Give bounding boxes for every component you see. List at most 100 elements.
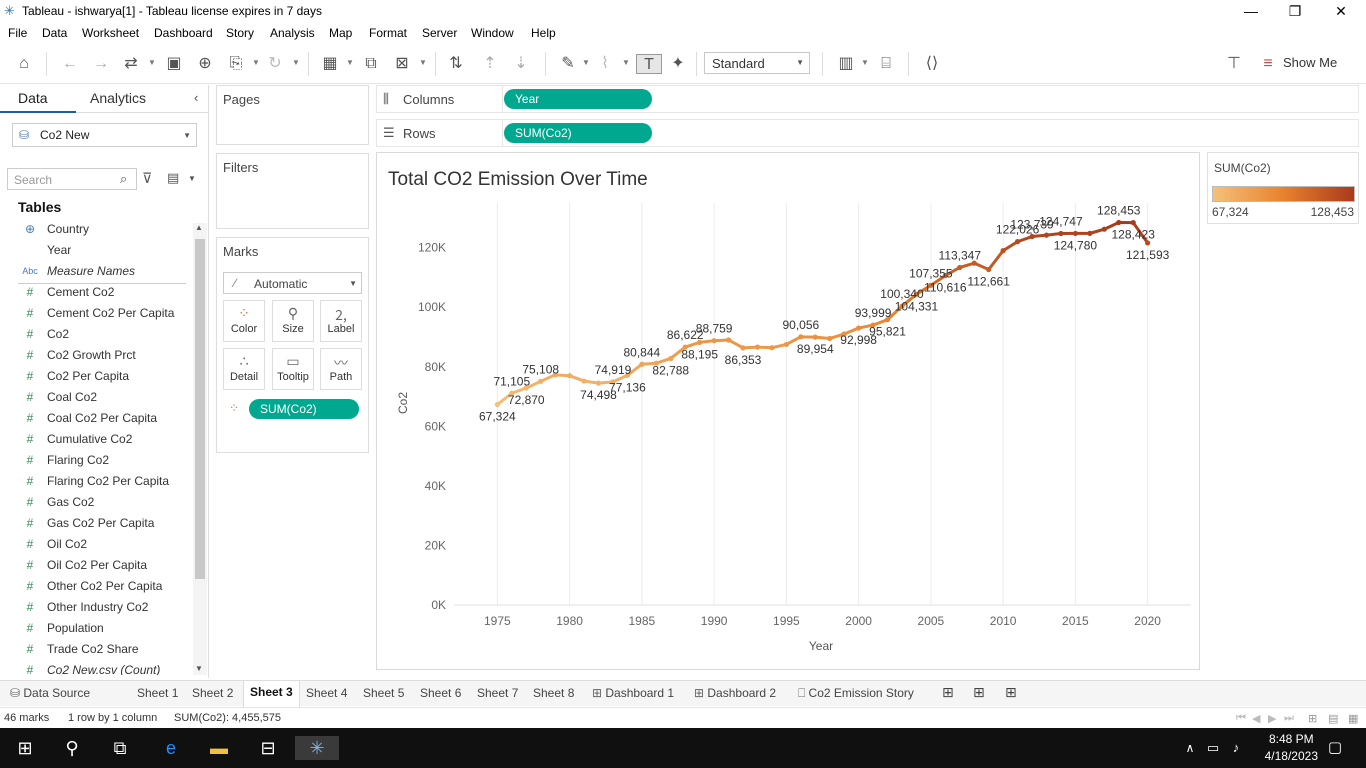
clear-sheet-icon[interactable]: ⊠ [395, 55, 409, 72]
grid-view-icon[interactable]: ⊞ [1308, 713, 1318, 725]
home-icon[interactable]: ⌂ [19, 55, 29, 72]
fix-axes-icon[interactable]: ✦ [671, 55, 685, 72]
view-options-icon[interactable]: ▤ [167, 170, 180, 185]
field-item[interactable]: # Gas Co2 Per Capita [0, 516, 190, 537]
datasource-selector[interactable]: ⛁ Co2 New ▼ [12, 123, 197, 147]
new-dashboard-icon[interactable]: ⊞ [973, 684, 985, 700]
filter-icon[interactable]: ⊽ [142, 170, 153, 186]
highlight-icon[interactable]: ✎ [561, 55, 575, 72]
field-item[interactable]: Year [0, 243, 190, 264]
field-search-input[interactable]: Search ⌕ [7, 168, 137, 190]
columns-pill-year[interactable]: Year [504, 89, 652, 109]
windows-start-icon[interactable]: ⊞ [17, 738, 33, 758]
mark-type-dropdown[interactable]: ∕ Automatic ▼ [223, 272, 362, 294]
show-me-icon[interactable]: ≡ [1263, 55, 1273, 72]
last-page-icon[interactable]: ⏭ [1284, 712, 1294, 724]
rows-shelf[interactable]: ☰ Rows SUM(Co2) [376, 119, 1359, 147]
menu-dashboard[interactable]: Dashboard [154, 26, 213, 40]
columns-shelf[interactable]: ⫼ Columns Year [376, 85, 1359, 113]
chevron-down-icon[interactable]: ▼ [346, 58, 354, 67]
search-icon[interactable]: ⚲ [65, 738, 79, 758]
sort-ascending-icon[interactable]: ⇡ [483, 55, 497, 72]
color-legend[interactable]: SUM(Co2) 67,324 128,453 [1207, 152, 1359, 224]
tableau-taskbar-icon[interactable]: ✳ [295, 736, 339, 760]
tab-dashboard-1[interactable]: ⊞ Dashboard 1 [592, 686, 675, 700]
field-item[interactable]: # Gas Co2 [0, 495, 190, 516]
volume-icon[interactable]: ♪ [1232, 740, 1240, 755]
tray-chevron-icon[interactable]: ∧ [1185, 741, 1195, 755]
menu-window[interactable]: Window [471, 26, 514, 40]
file-explorer-icon[interactable]: ▬ [210, 738, 228, 758]
undo-icon[interactable]: ← [62, 55, 78, 72]
tooltip-button[interactable]: ▭ Tooltip [272, 348, 314, 390]
share-icon[interactable]: ⟨⟩ [925, 55, 939, 72]
duplicate-sheet-icon[interactable]: ⧉ [365, 55, 377, 72]
collapse-pane-icon[interactable]: ‹ [194, 90, 199, 105]
menu-worksheet[interactable]: Worksheet [82, 26, 140, 40]
group-members-icon[interactable]: ⌇ [601, 55, 609, 72]
new-datasource-icon[interactable]: ⊕ [198, 55, 212, 72]
chevron-down-icon[interactable]: ▼ [148, 58, 156, 67]
field-item[interactable]: # Cement Co2 [0, 285, 190, 306]
field-item[interactable]: # Cumulative Co2 [0, 432, 190, 453]
field-item[interactable]: # Coal Co2 Per Capita [0, 411, 190, 432]
battery-icon[interactable]: ▭ [1206, 740, 1220, 755]
field-item[interactable]: # Trade Co2 Share [0, 642, 190, 663]
worksheet-view[interactable]: Total CO2 Emission Over Time 0K 20K 40K 60K… [376, 152, 1200, 670]
menu-format[interactable]: Format [369, 26, 408, 40]
menu-data[interactable]: Data [42, 26, 68, 40]
store-icon[interactable]: ⊟ [260, 738, 276, 758]
field-item[interactable]: # Coal Co2 [0, 390, 190, 411]
menu-server[interactable]: Server [422, 26, 458, 40]
field-item[interactable]: # Other Co2 Per Capita [0, 579, 190, 600]
field-item[interactable]: # Co2 New.csv (Count) [0, 663, 190, 675]
menu-analysis[interactable]: Analysis [270, 26, 315, 40]
menu-story[interactable]: Story [226, 26, 255, 40]
tab-sheet-2[interactable]: Sheet 2 [192, 686, 234, 700]
chevron-down-icon[interactable]: ▼ [252, 58, 260, 67]
line-chart[interactable]: Total CO2 Emission Over Time 0K 20K 40K 60K… [377, 153, 1199, 669]
sort-descending-icon[interactable]: ⇣ [514, 55, 528, 72]
tab-sheet-1[interactable]: Sheet 1 [137, 686, 179, 700]
size-button[interactable]: ⚲ Size [272, 300, 314, 342]
chevron-down-icon[interactable]: ▼ [622, 58, 630, 67]
tab-sheet-3[interactable]: Sheet 3 [243, 681, 300, 707]
detail-button[interactable]: ∴ Detail [223, 348, 265, 390]
label-button[interactable]: 🄃 Label [320, 300, 362, 342]
show-mark-labels-icon[interactable]: T [636, 54, 662, 74]
tab-dashboard-2[interactable]: ⊞ Dashboard 2 [694, 686, 777, 700]
color-button[interactable]: ⁘ Color [223, 300, 265, 342]
field-item[interactable]: # Co2 Per Capita [0, 369, 190, 390]
notifications-icon[interactable]: ▢ [1327, 739, 1343, 756]
scroll-down-icon[interactable]: ▼ [195, 664, 203, 673]
rows-pill-sum-co2[interactable]: SUM(Co2) [504, 123, 652, 143]
field-item[interactable]: Abc Measure Names [0, 264, 190, 285]
fit-dropdown[interactable]: Standard ▼ [704, 52, 810, 74]
field-item[interactable]: # Other Industry Co2 [0, 600, 190, 621]
chevron-down-icon[interactable]: ▼ [292, 58, 300, 67]
tab-analytics[interactable]: Analytics ‹ [76, 85, 209, 113]
chevron-down-icon[interactable]: ▼ [582, 58, 590, 67]
taskbar-clock[interactable]: 8:48 PM 4/18/2023 [1265, 731, 1318, 765]
minimize-button[interactable]: — [1244, 3, 1258, 19]
field-item[interactable]: # Co2 [0, 327, 190, 348]
menu-help[interactable]: Help [531, 26, 556, 40]
chevron-down-icon[interactable]: ▼ [861, 58, 869, 67]
format-painter-icon[interactable]: ⊤ [1227, 55, 1241, 72]
field-item[interactable]: # Co2 Growth Prct [0, 348, 190, 369]
tab-sheet-7[interactable]: Sheet 7 [477, 686, 519, 700]
tab-data-source[interactable]: ⛁ Data Source [10, 686, 91, 700]
task-view-icon[interactable]: ⧉ [113, 738, 127, 758]
redo-icon[interactable]: → [93, 55, 109, 72]
path-button[interactable]: 〰 Path [320, 348, 362, 390]
tab-sheet-8[interactable]: Sheet 8 [533, 686, 575, 700]
menu-map[interactable]: Map [329, 26, 353, 40]
tab-co2-emission-story[interactable]: ⎕ Co2 Emission Story [798, 686, 914, 700]
swap-rows-columns-icon[interactable]: ⇅ [449, 55, 463, 72]
field-item[interactable]: ⊕ Country [0, 222, 190, 243]
pause-updates-icon[interactable]: ⎘ [229, 55, 243, 72]
list-view-icon[interactable]: ▤ [1328, 713, 1339, 725]
show-cards-icon[interactable]: ▥ [838, 55, 854, 72]
maximize-button[interactable]: ❐ [1288, 3, 1302, 19]
co2-series-points[interactable] [494, 219, 1151, 408]
